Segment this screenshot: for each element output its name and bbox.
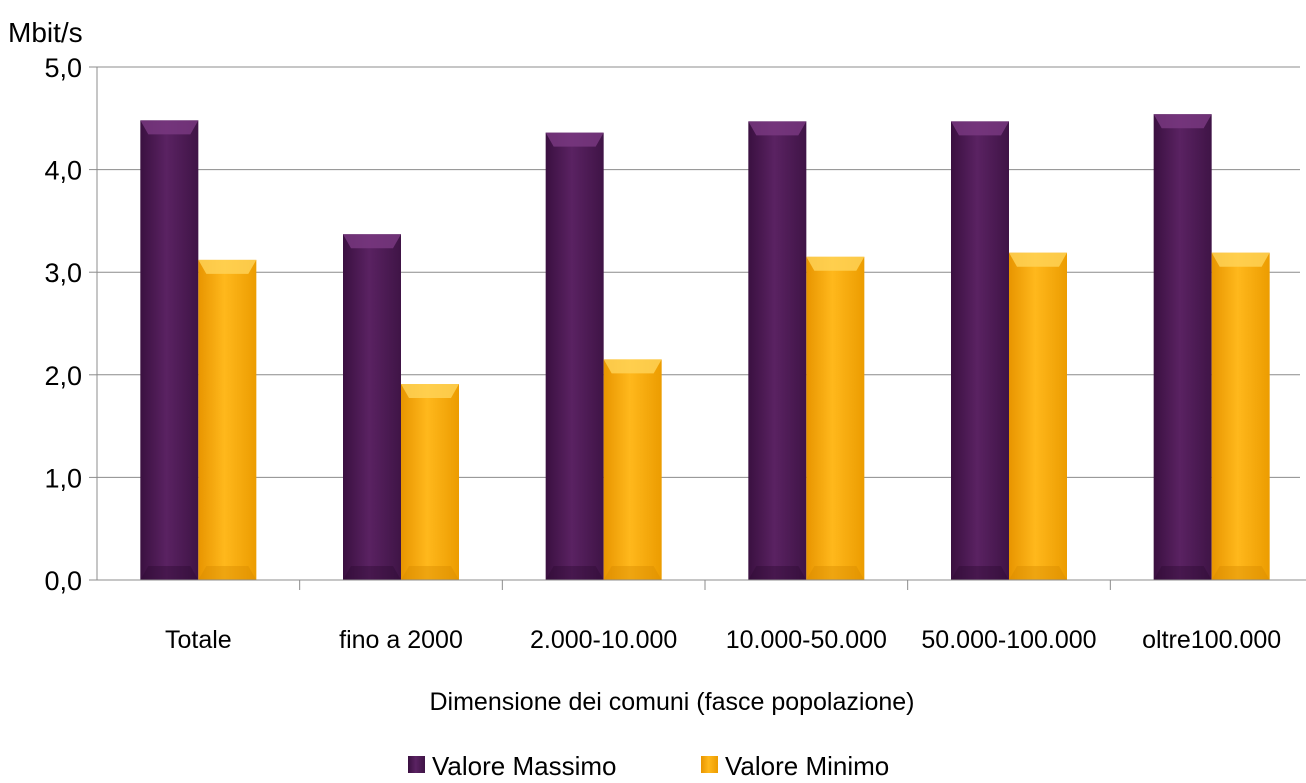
bar-valore-minimo bbox=[1009, 252, 1067, 580]
bar-valore-minimo bbox=[401, 384, 459, 580]
x-category-label: fino a 2000 bbox=[339, 626, 463, 654]
bar-valore-massimo bbox=[748, 121, 807, 581]
bar-valore-massimo bbox=[1153, 114, 1212, 581]
bars bbox=[140, 114, 1270, 581]
legend-label: Valore Minimo bbox=[725, 751, 889, 781]
x-axis-categories: Totale fino a 2000 2.000-10.000 10.000-50.0… bbox=[165, 626, 1281, 654]
y-tick-label: 0,0 bbox=[44, 566, 82, 596]
bar-valore-minimo bbox=[1211, 252, 1270, 580]
x-category-label: oltre100.000 bbox=[1142, 626, 1281, 654]
legend-item: Valore Massimo bbox=[408, 751, 616, 781]
legend-swatch bbox=[408, 756, 425, 773]
x-category-label: Totale bbox=[165, 626, 232, 654]
y-axis-ticks: 0,0 1,0 2,0 3,0 4,0 5,0 bbox=[44, 53, 82, 596]
axes bbox=[96, 67, 1306, 590]
bar-valore-massimo bbox=[140, 120, 199, 581]
bar-valore-minimo bbox=[603, 359, 662, 580]
legend: Valore Massimo Valore Minimo bbox=[408, 751, 889, 781]
bar-valore-massimo bbox=[545, 132, 604, 580]
gridlines bbox=[89, 66, 1300, 581]
x-category-label: 2.000-10.000 bbox=[530, 626, 677, 654]
y-axis-label: Mbit/s bbox=[8, 17, 83, 48]
x-category-label: 50.000-100.000 bbox=[921, 626, 1096, 654]
bar-valore-massimo bbox=[343, 234, 401, 580]
legend-label: Valore Massimo bbox=[432, 751, 616, 781]
x-category-label: 10.000-50.000 bbox=[726, 626, 887, 654]
bar-valore-minimo bbox=[198, 259, 257, 580]
bar-valore-massimo bbox=[951, 121, 1009, 581]
y-tick-label: 1,0 bbox=[44, 463, 82, 493]
bar-valore-minimo bbox=[806, 256, 865, 580]
x-axis-label: Dimensione dei comuni (fasce popolazione… bbox=[430, 688, 915, 716]
y-tick-label: 3,0 bbox=[44, 258, 82, 288]
y-tick-label: 2,0 bbox=[44, 361, 82, 391]
legend-swatch bbox=[701, 756, 718, 773]
legend-item: Valore Minimo bbox=[701, 751, 889, 781]
y-tick-label: 4,0 bbox=[44, 156, 82, 186]
y-tick-label: 5,0 bbox=[44, 53, 82, 83]
